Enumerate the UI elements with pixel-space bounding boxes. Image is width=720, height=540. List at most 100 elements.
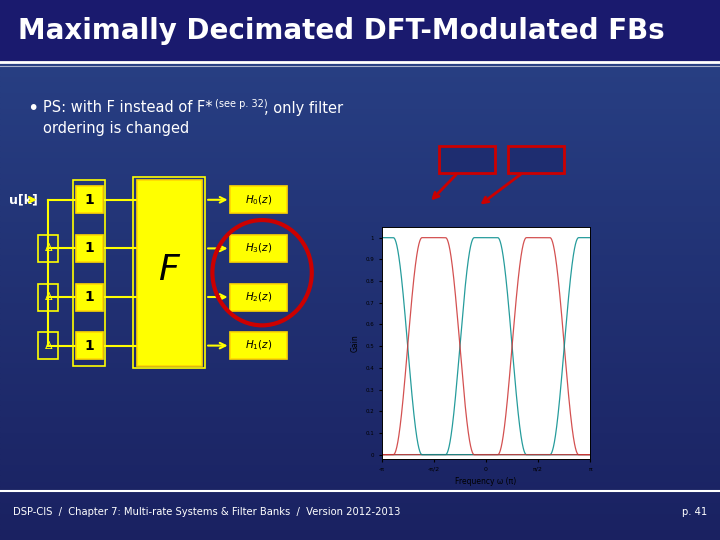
Bar xyxy=(0,65,720,70)
Text: u[k]: u[k] xyxy=(9,193,37,206)
Bar xyxy=(0,394,720,400)
Bar xyxy=(0,81,720,86)
FancyBboxPatch shape xyxy=(76,186,103,213)
FancyBboxPatch shape xyxy=(76,332,103,359)
Bar xyxy=(0,254,720,259)
Bar xyxy=(0,59,720,65)
Bar xyxy=(0,524,720,529)
Bar xyxy=(0,113,720,119)
Bar xyxy=(0,518,720,524)
Bar xyxy=(0,324,720,329)
Text: (see p. 32): (see p. 32) xyxy=(215,99,267,109)
Bar xyxy=(0,27,720,32)
FancyBboxPatch shape xyxy=(76,284,103,310)
FancyBboxPatch shape xyxy=(230,235,287,262)
Bar xyxy=(0,281,720,286)
Bar xyxy=(0,335,720,340)
Text: 1: 1 xyxy=(84,241,94,255)
Bar xyxy=(0,410,720,416)
Bar xyxy=(0,405,720,410)
Bar xyxy=(0,383,720,389)
Bar xyxy=(0,378,720,383)
Text: H1(z): H1(z) xyxy=(518,153,554,166)
Bar xyxy=(0,227,720,232)
Bar xyxy=(0,535,720,540)
Bar xyxy=(0,157,720,162)
Text: $H_1(z)$: $H_1(z)$ xyxy=(245,339,272,353)
X-axis label: Frequency ω (π): Frequency ω (π) xyxy=(455,477,517,486)
Bar xyxy=(0,119,720,124)
Text: $H_2(z)$: $H_2(z)$ xyxy=(245,290,272,304)
Text: p. 41: p. 41 xyxy=(682,507,707,517)
Bar xyxy=(0,5,720,11)
Bar xyxy=(0,400,720,405)
Text: PS: with F instead of F*: PS: with F instead of F* xyxy=(43,100,213,116)
Bar xyxy=(0,49,720,54)
Text: Ho(z): Ho(z) xyxy=(449,153,485,166)
Bar xyxy=(0,216,720,221)
Bar xyxy=(0,238,720,243)
Bar xyxy=(0,292,720,297)
Bar xyxy=(0,497,720,502)
Bar xyxy=(0,184,720,189)
Bar xyxy=(0,22,720,27)
Bar xyxy=(0,259,720,265)
Text: Δ: Δ xyxy=(45,244,52,253)
Bar xyxy=(0,173,720,178)
Bar xyxy=(0,508,720,513)
Bar xyxy=(0,367,720,373)
Bar xyxy=(0,286,720,292)
Bar xyxy=(0,297,720,302)
Bar xyxy=(0,108,720,113)
Bar xyxy=(0,86,720,92)
Y-axis label: Gain: Gain xyxy=(351,334,360,352)
Bar xyxy=(0,421,720,427)
Bar xyxy=(0,389,720,394)
Text: , only filter: , only filter xyxy=(264,100,343,116)
Bar xyxy=(0,275,720,281)
Bar xyxy=(0,135,720,140)
Bar xyxy=(0,54,720,59)
Text: Δ: Δ xyxy=(45,341,52,350)
Bar xyxy=(0,416,720,421)
Bar xyxy=(0,443,720,448)
Bar xyxy=(0,313,720,319)
Bar xyxy=(0,140,720,146)
Bar xyxy=(0,162,720,167)
Bar xyxy=(0,124,720,130)
Bar xyxy=(0,270,720,275)
Bar xyxy=(0,454,720,459)
Text: ordering is changed: ordering is changed xyxy=(43,121,189,136)
Bar xyxy=(0,232,720,238)
Bar xyxy=(0,481,720,486)
Bar xyxy=(0,427,720,432)
Text: $H_3(z)$: $H_3(z)$ xyxy=(245,241,272,255)
Bar xyxy=(0,178,720,184)
Bar xyxy=(0,448,720,454)
Bar xyxy=(0,70,720,76)
Bar xyxy=(0,475,720,481)
Bar xyxy=(0,486,720,491)
FancyBboxPatch shape xyxy=(137,180,202,366)
Text: $H_0(z)$: $H_0(z)$ xyxy=(245,193,272,207)
Bar xyxy=(0,103,720,108)
Bar xyxy=(0,200,720,205)
Bar xyxy=(0,319,720,324)
Bar xyxy=(0,97,720,103)
FancyBboxPatch shape xyxy=(230,332,287,359)
Bar xyxy=(0,43,720,49)
FancyBboxPatch shape xyxy=(0,0,720,62)
Bar xyxy=(0,205,720,211)
Bar xyxy=(0,513,720,518)
Text: •: • xyxy=(27,98,39,118)
Text: Δ: Δ xyxy=(45,292,52,302)
Bar xyxy=(0,308,720,313)
Bar xyxy=(0,340,720,346)
Text: 1: 1 xyxy=(84,193,94,207)
Bar xyxy=(0,248,720,254)
Bar xyxy=(0,302,720,308)
Bar xyxy=(0,0,720,5)
Bar xyxy=(0,329,720,335)
Bar xyxy=(0,529,720,535)
Bar xyxy=(0,356,720,362)
